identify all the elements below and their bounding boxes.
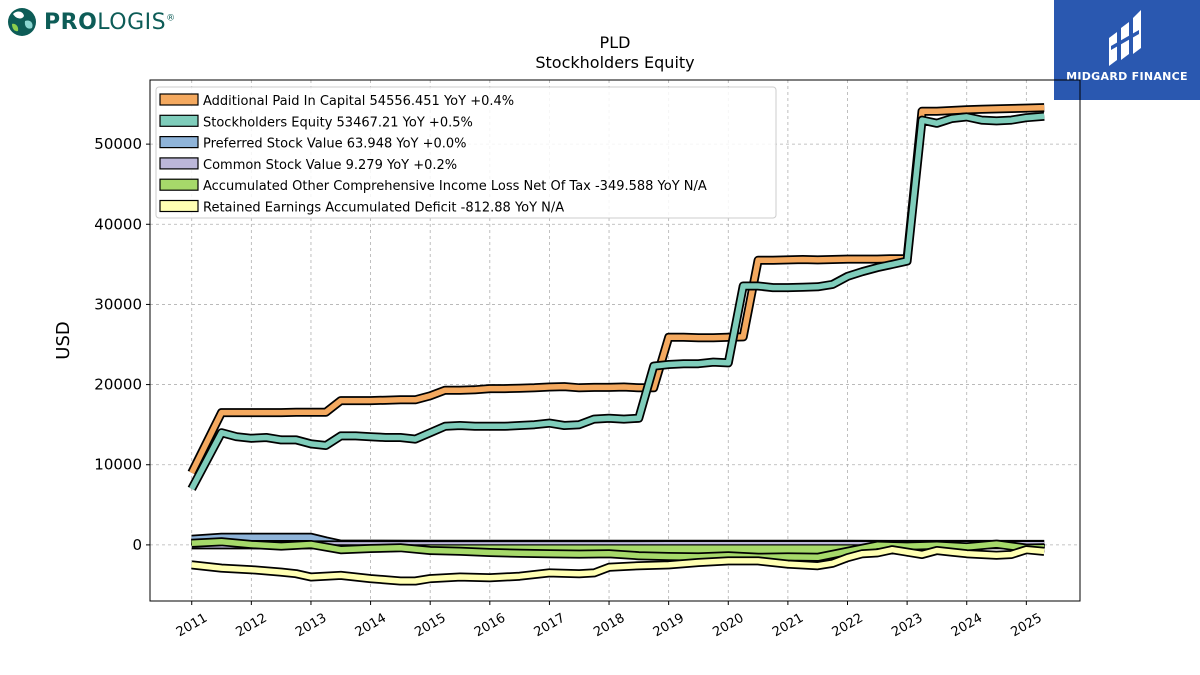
x-tick-label: 2015 [412, 611, 448, 641]
x-tick-label: 2017 [532, 611, 568, 641]
chart-title: PLD [599, 33, 631, 52]
x-tick-label: 2018 [591, 611, 627, 641]
x-tick-label: 2019 [651, 611, 687, 641]
y-tick-label: 40000 [94, 215, 142, 233]
y-tick-label: 30000 [94, 295, 142, 313]
series-line [189, 113, 1045, 491]
legend-swatch [159, 114, 199, 127]
legend-label: Accumulated Other Comprehensive Income L… [203, 179, 707, 194]
legend-label: Additional Paid In Capital 54556.451 YoY… [203, 94, 514, 109]
logo-text-bold: PRO [44, 9, 98, 35]
x-tick-label: 2013 [293, 611, 329, 641]
legend-label: Common Stock Value 9.279 YoY +0.2% [203, 158, 457, 173]
series-layer [187, 103, 1045, 586]
x-tick-label: 2014 [353, 611, 389, 641]
legend-swatch [159, 93, 199, 106]
series-line [191, 546, 1045, 584]
chart-subtitle: Stockholders Equity [535, 53, 695, 72]
x-tick-label: 2022 [830, 611, 866, 641]
x-tick-label: 2024 [949, 611, 985, 641]
series-4 [191, 537, 1045, 562]
x-tick-label: 2016 [472, 611, 508, 641]
x-tick-label: 2023 [889, 611, 925, 641]
y-tick-label: 20000 [94, 376, 142, 394]
y-tick-label: 10000 [94, 456, 142, 474]
legend-label: Preferred Stock Value 63.948 YoY +0.0% [203, 137, 467, 152]
legend-label: Stockholders Equity 53467.21 YoY +0.5% [203, 115, 473, 130]
series-1 [187, 111, 1045, 491]
x-tick-label: 2021 [770, 611, 806, 641]
x-tick-label: 2025 [1009, 611, 1045, 641]
legend-box [155, 86, 777, 219]
midgard-logo-icon [1109, 10, 1141, 66]
logo-text-rest: LOGIS [97, 9, 167, 35]
legend-swatch [159, 157, 199, 170]
legend-swatch [159, 136, 199, 149]
brand-name: MIDGARD FINANCE [1066, 70, 1188, 83]
plot-frame [149, 79, 1081, 602]
series-5 [191, 545, 1045, 586]
logo-registered: ® [166, 13, 176, 24]
legend-swatch [159, 178, 199, 191]
y-tick-label: 0 [132, 536, 142, 554]
legend: Additional Paid In Capital 54556.451 YoY… [155, 86, 777, 219]
x-tick-label: 2011 [174, 611, 210, 641]
legend-swatch [159, 199, 199, 213]
prologis-logo: PROLOGIS® [6, 6, 176, 38]
series-line [191, 538, 1045, 561]
x-tick-label: 2020 [710, 611, 746, 641]
y-axis-label: USD [53, 321, 74, 359]
legend-label: Retained Earnings Accumulated Deficit -8… [203, 201, 564, 216]
prologis-globe-icon [8, 8, 36, 36]
x-tick-label: 2012 [234, 611, 270, 641]
midgard-finance-brand: MIDGARD FINANCE [1054, 0, 1200, 100]
y-tick-label: 50000 [94, 135, 142, 153]
